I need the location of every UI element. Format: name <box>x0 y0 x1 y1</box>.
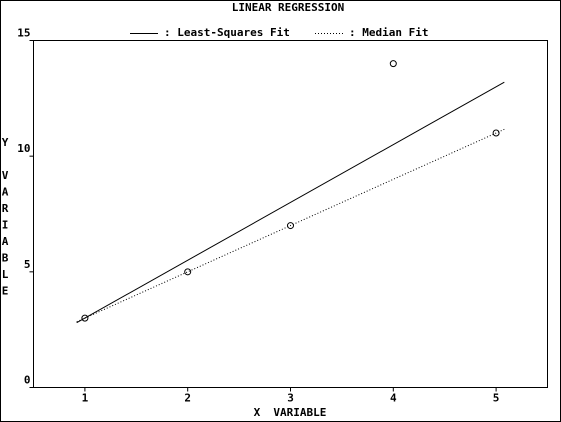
y-tick-label: 10 <box>17 142 30 155</box>
legend-label: : Median Fit <box>349 26 428 39</box>
data-point <box>81 314 89 322</box>
legend-label: : Least-Squares Fit <box>164 26 290 39</box>
y-axis-label: Y VARIABLE <box>0 136 12 301</box>
data-point <box>287 222 294 230</box>
chart-title: LINEAR REGRESSION <box>232 1 345 14</box>
x-tick-label: 4 <box>390 392 397 405</box>
fit-line <box>76 81 505 324</box>
fit-line <box>76 128 505 323</box>
y-tick-label: 0 <box>24 374 31 387</box>
x-tick-label: 1 <box>82 392 89 405</box>
x-axis-label: X VARIABLE <box>254 406 327 419</box>
y-tick-label: 15 <box>17 27 30 40</box>
y-tick-label: 5 <box>24 258 31 271</box>
x-tick-label: 3 <box>287 392 294 405</box>
x-tick-label: 2 <box>184 392 191 405</box>
data-point <box>184 268 192 276</box>
data-point <box>389 60 397 68</box>
x-tick-label: 5 <box>493 392 500 405</box>
data-point <box>492 129 500 137</box>
